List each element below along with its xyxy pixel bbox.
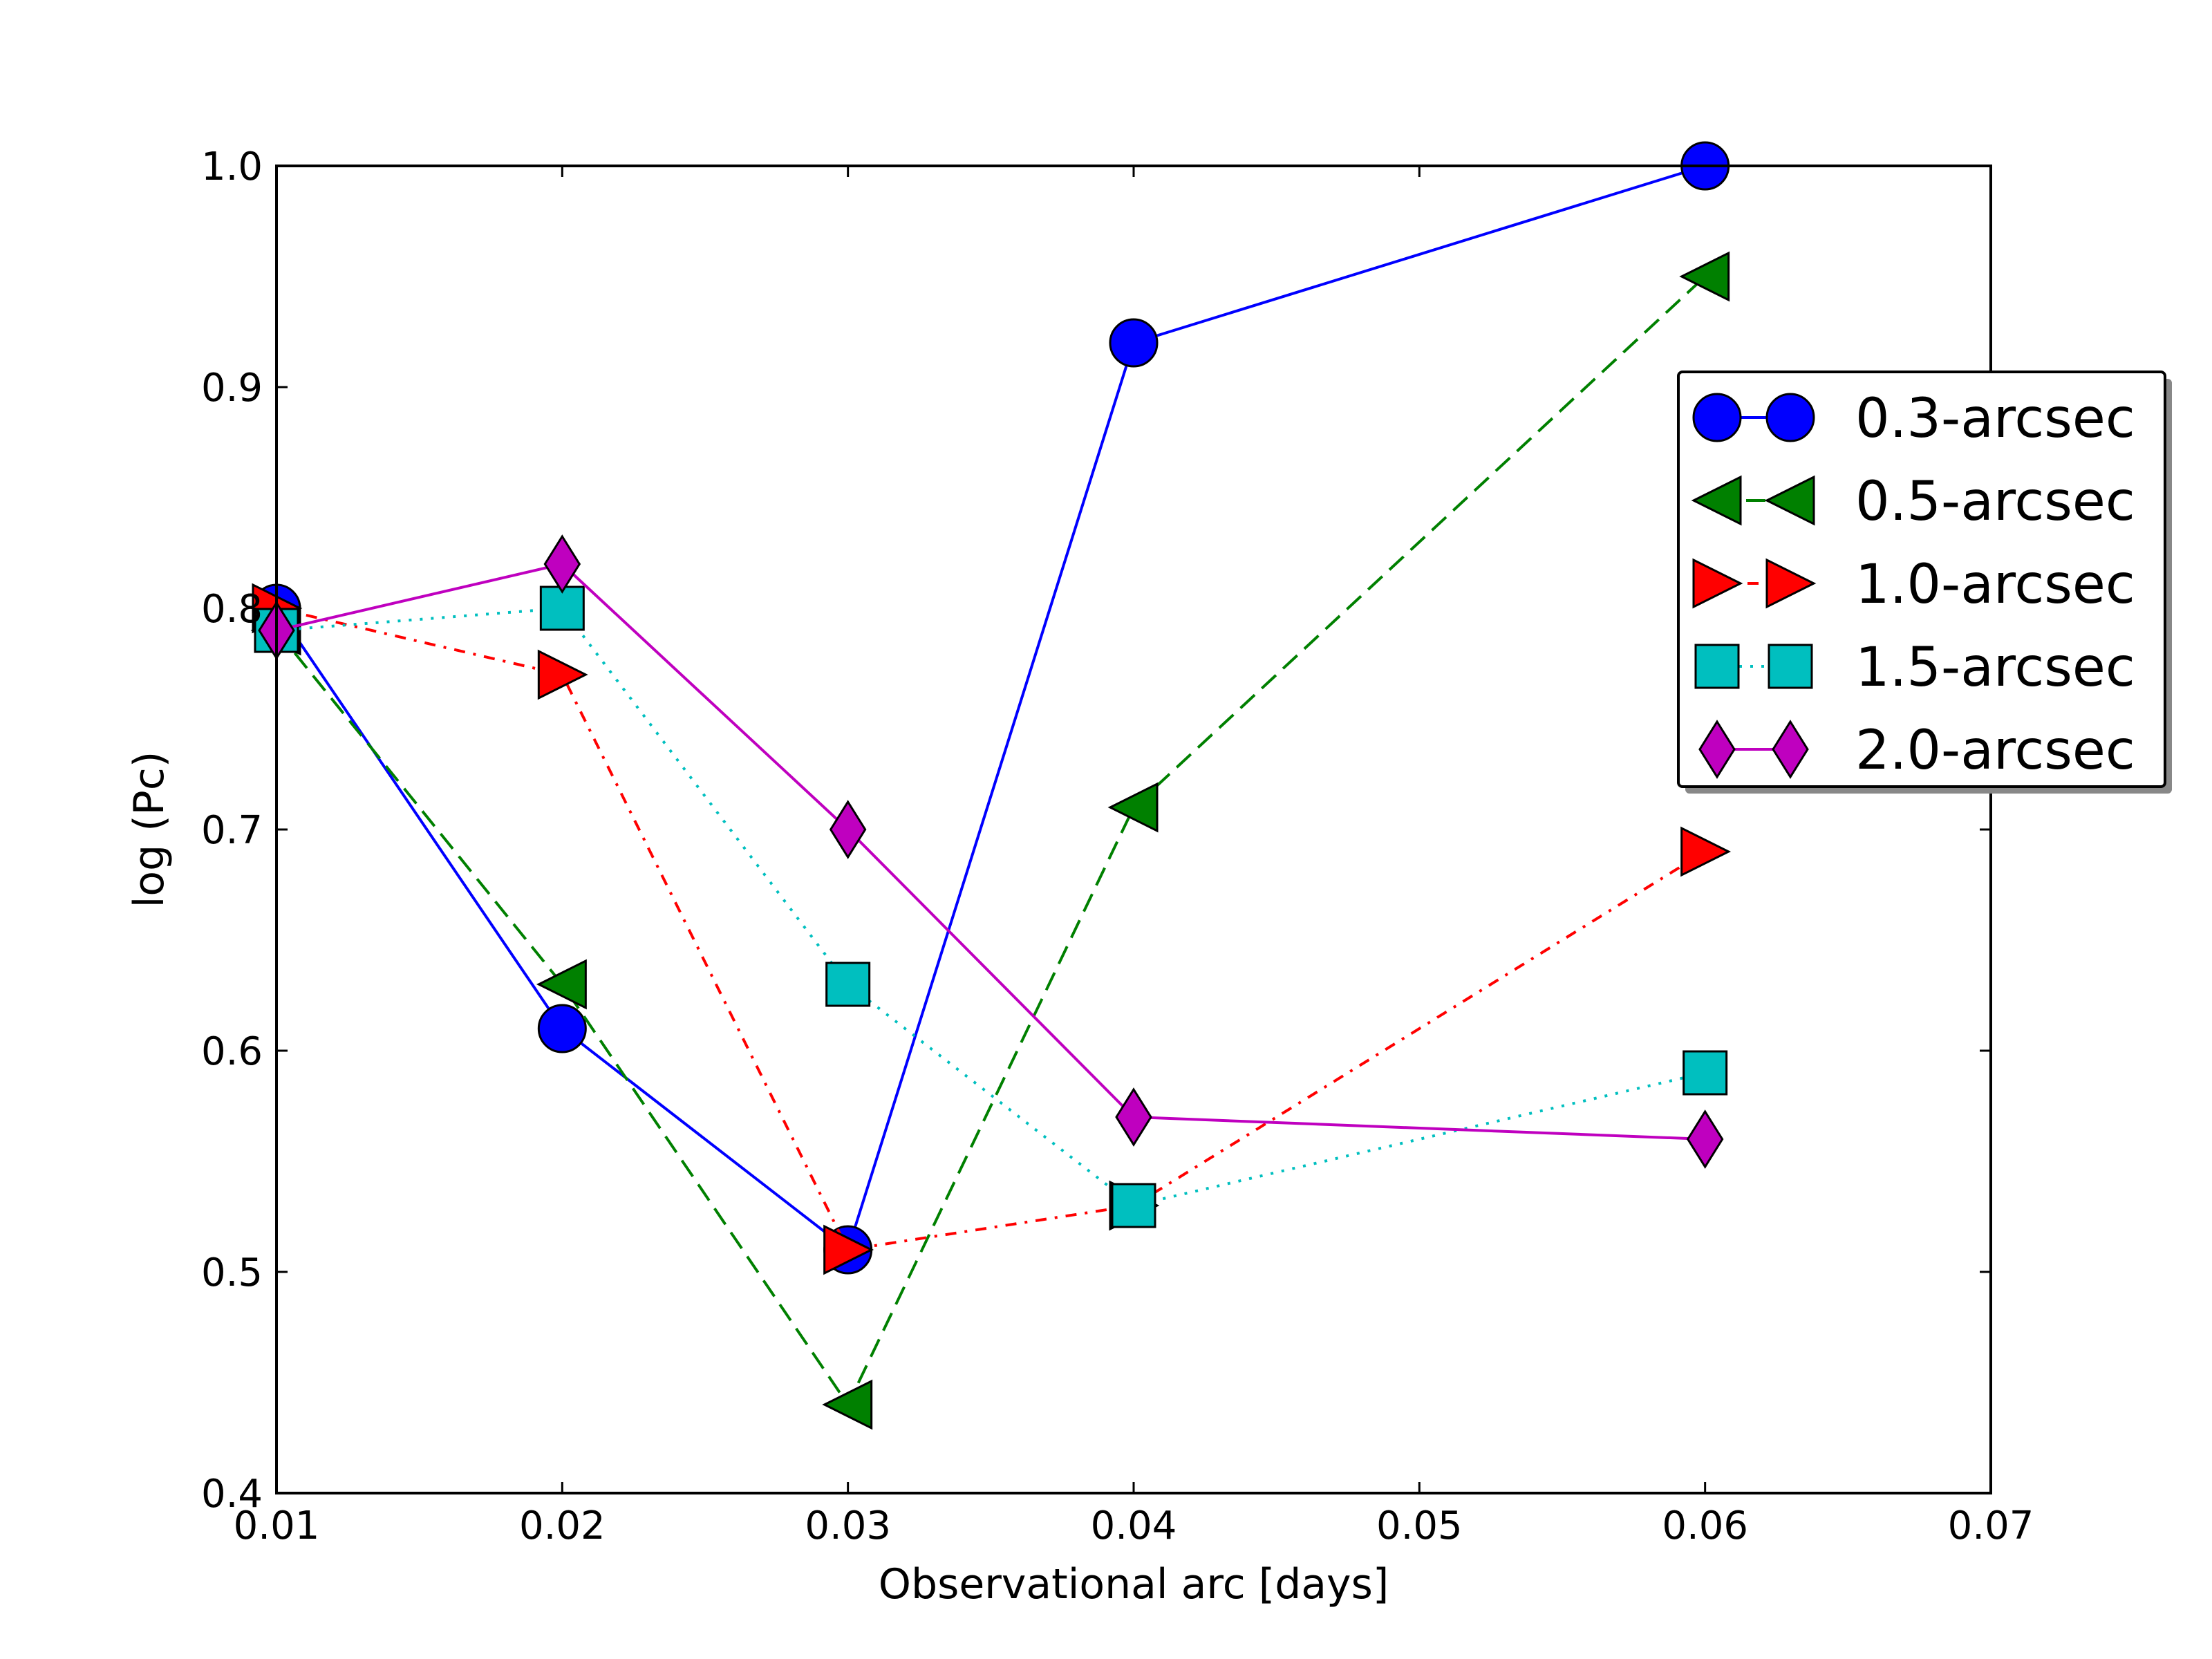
legend-item: 0.3-arcsec [1692, 388, 2135, 450]
legend: 0.3-arcsec 0.5-arcsec 1.0-arcsec 1.5-arcsec… [1677, 371, 2172, 794]
legend-marker [1698, 720, 1736, 779]
y-tick-label: 0.5 [201, 1250, 263, 1295]
data-point [823, 1224, 874, 1275]
legend-label: 1.0-arcsec [1855, 554, 2135, 616]
legend-item: 0.5-arcsec [1691, 471, 2135, 533]
series-2.0-arcsec [258, 534, 1724, 1169]
data-point [537, 1004, 587, 1053]
data-point [1679, 251, 1730, 302]
x-tick-label: 0.04 [1091, 1503, 1177, 1548]
series-0.5-arcsec [250, 251, 1730, 1430]
legend-marker [1765, 558, 1817, 609]
data-point [825, 962, 871, 1007]
data-point [543, 534, 581, 594]
legend-label: 0.5-arcsec [1855, 471, 2135, 533]
data-point [1107, 782, 1159, 833]
data-point [822, 1379, 873, 1430]
x-tick-label: 0.05 [1376, 1503, 1463, 1548]
y-tick-label: 0.9 [201, 366, 263, 411]
data-point [539, 585, 585, 631]
legend-label: 0.3-arcsec [1855, 388, 2135, 450]
data-point [536, 959, 587, 1010]
legend-marker [1692, 393, 1742, 442]
x-tick-label: 0.02 [519, 1503, 606, 1548]
data-point [1109, 318, 1159, 368]
plot-frame [275, 165, 1992, 1494]
legend-label: 2.0-arcsec [1855, 720, 2135, 782]
legend-marker [1691, 475, 1742, 526]
x-tick-label: 0.01 [234, 1503, 320, 1548]
data-point [1683, 1050, 1728, 1096]
y-tick-label: 0.7 [201, 808, 263, 853]
data-point [1115, 1087, 1152, 1147]
y-axis-label: log (Pc) [125, 751, 174, 908]
x-tick-label: 0.03 [805, 1503, 891, 1548]
legend-item: 1.0-arcsec [1692, 554, 2135, 616]
y-tick-label: 0.6 [201, 1029, 263, 1074]
data-point [537, 649, 588, 700]
legend-label: 1.5-arcsec [1855, 637, 2135, 699]
legend-marker [1772, 720, 1809, 779]
legend-marker [1694, 644, 1740, 689]
data-point [1111, 1183, 1156, 1228]
x-axis-label: Observational arc [days] [879, 1560, 1389, 1609]
x-tick-label: 0.07 [1948, 1503, 2034, 1548]
y-tick-label: 0.8 [201, 587, 263, 632]
x-tick-label: 0.06 [1662, 1503, 1748, 1548]
data-point [1680, 826, 1732, 877]
data-point [1686, 1109, 1724, 1169]
y-tick-label: 0.4 [201, 1472, 263, 1517]
legend-marker [1764, 475, 1815, 526]
legend-item: 2.0-arcsec [1698, 720, 2135, 782]
legend-marker [1768, 644, 1813, 689]
legend-marker [1765, 393, 1815, 442]
tick-labels: 0.01 0.02 0.03 0.04 0.05 0.06 0.07 0.4 0.5 0.6 0.7… [201, 144, 2034, 1548]
data-point [829, 800, 867, 859]
legend-item: 1.5-arcsec [1694, 637, 2135, 699]
legend-marker [1692, 558, 1743, 609]
y-tick-label: 1.0 [201, 144, 263, 189]
series-layer [250, 141, 1732, 1430]
